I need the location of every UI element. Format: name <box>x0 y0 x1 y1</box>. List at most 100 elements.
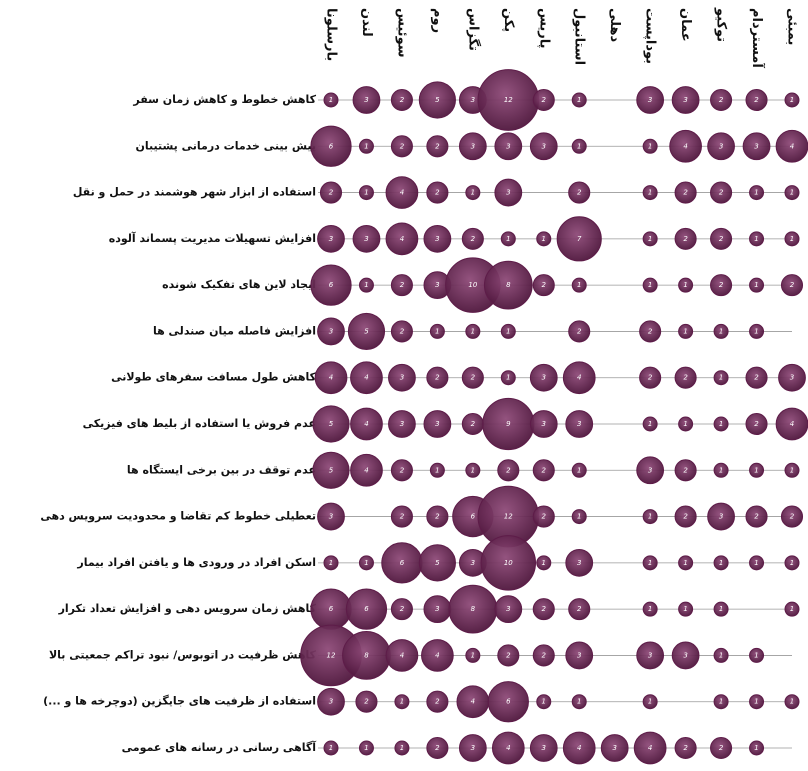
bubble-value: 1 <box>364 281 368 289</box>
column-label: بمبئی <box>785 8 800 45</box>
row-label: عدم فروش یا استفاده از بلیط های فیزیکی <box>83 417 316 430</box>
bubble-value: 8 <box>506 281 511 289</box>
bubble <box>385 222 419 256</box>
bubble-value: 2 <box>471 374 476 382</box>
bubble-value: 1 <box>683 327 687 335</box>
bubble <box>745 366 768 389</box>
bubble-value: 1 <box>790 235 794 243</box>
bubble-value: 3 <box>612 744 616 752</box>
bubble <box>674 366 697 389</box>
bubble-value: 2 <box>719 235 724 243</box>
bubble-value: 2 <box>754 513 759 521</box>
bubble-value: 3 <box>648 466 652 474</box>
bubble-value: 2 <box>506 651 511 659</box>
bubble-value: 6 <box>506 698 511 706</box>
bubble <box>317 317 345 346</box>
bubble-value: 1 <box>648 420 652 428</box>
bubble-value: 2 <box>754 420 759 428</box>
bubble <box>713 694 729 710</box>
bubble-value: 4 <box>364 374 368 382</box>
bubble <box>497 459 520 482</box>
bubble-value: 3 <box>506 142 510 150</box>
row-label: کاهش ظرفیت در اتوبوس/ نبود تراکم جمعیتی … <box>49 648 317 661</box>
bubble-value: 2 <box>542 605 547 613</box>
bubble <box>778 363 806 392</box>
bubble-value: 2 <box>400 327 405 335</box>
bubble <box>713 647 729 663</box>
bubble-value: 3 <box>577 651 581 659</box>
bubble <box>674 227 697 250</box>
bubble <box>674 459 697 482</box>
bubble <box>669 129 702 163</box>
bubble <box>350 407 383 441</box>
bubble <box>636 86 665 114</box>
bubble <box>491 731 525 765</box>
bubble <box>390 274 413 297</box>
bubble-value: 1 <box>577 142 581 150</box>
bubble <box>500 323 516 339</box>
row-label: پیش بینی خدمات درمانی پشتیبان <box>136 139 317 152</box>
bubble <box>745 505 768 528</box>
bubble-value: 2 <box>542 466 547 474</box>
bubble-value: 1 <box>683 281 687 289</box>
bubble <box>494 178 523 207</box>
bubble <box>429 323 445 339</box>
bubble <box>429 462 445 478</box>
column-label: استانبول <box>572 8 587 65</box>
bubble <box>710 181 733 204</box>
bubble-value: 6 <box>329 605 334 613</box>
bubble-value: 1 <box>719 559 723 567</box>
bubble <box>465 462 481 478</box>
bubble-value: 1 <box>648 513 652 521</box>
bubble <box>423 410 452 438</box>
bubble-value: 1 <box>754 189 758 197</box>
bubble <box>636 456 665 485</box>
bubble <box>639 320 662 343</box>
bubble-value: 2 <box>719 744 724 752</box>
bubble <box>745 412 768 436</box>
bubble <box>532 598 555 621</box>
bubble-value: 4 <box>683 142 687 150</box>
bubble-value: 1 <box>648 605 652 613</box>
bubble <box>426 366 449 389</box>
column-label: توکیو <box>714 7 729 42</box>
bubble <box>713 370 729 386</box>
bubble-value: 1 <box>790 466 794 474</box>
column-label: آمستردام <box>749 8 766 68</box>
column-label: روم <box>430 8 445 33</box>
bubble <box>671 86 700 114</box>
bubble <box>483 260 533 310</box>
bubble <box>494 595 523 624</box>
row-label: کاهش طول مسافت سفرهای طولانی <box>111 371 317 384</box>
bubble <box>636 641 665 670</box>
bubble <box>385 176 419 209</box>
bubble <box>494 132 523 161</box>
bubble <box>418 81 456 119</box>
bubble-value: 5 <box>364 327 369 335</box>
bubble <box>394 740 410 756</box>
bubble <box>390 459 413 482</box>
bubble-value: 1 <box>506 235 510 243</box>
bubble-value: 3 <box>364 96 368 104</box>
bubble-value: 2 <box>435 744 440 752</box>
bubble-value: 1 <box>719 698 723 706</box>
bubble-value: 1 <box>506 374 510 382</box>
bubble-value: 6 <box>329 142 334 150</box>
bubble <box>529 363 558 392</box>
bubble <box>562 731 596 765</box>
bubble-value: 1 <box>577 96 581 104</box>
column-label: بوداپست <box>643 8 658 64</box>
bubble-value: 8 <box>364 651 369 659</box>
bubble-value: 12 <box>504 96 513 104</box>
bubble <box>350 361 383 395</box>
bubble <box>642 231 658 247</box>
bubble-value: 2 <box>754 96 759 104</box>
bubble-value: 2 <box>435 189 440 197</box>
bubble <box>426 135 449 158</box>
bubble-value: 3 <box>577 420 581 428</box>
bubble-value: 2 <box>542 513 547 521</box>
bubble-value: 3 <box>329 513 333 521</box>
row-label: عدم توقف در بین برخی ایستگاه ها <box>127 463 316 476</box>
bubble-value: 1 <box>754 559 758 567</box>
